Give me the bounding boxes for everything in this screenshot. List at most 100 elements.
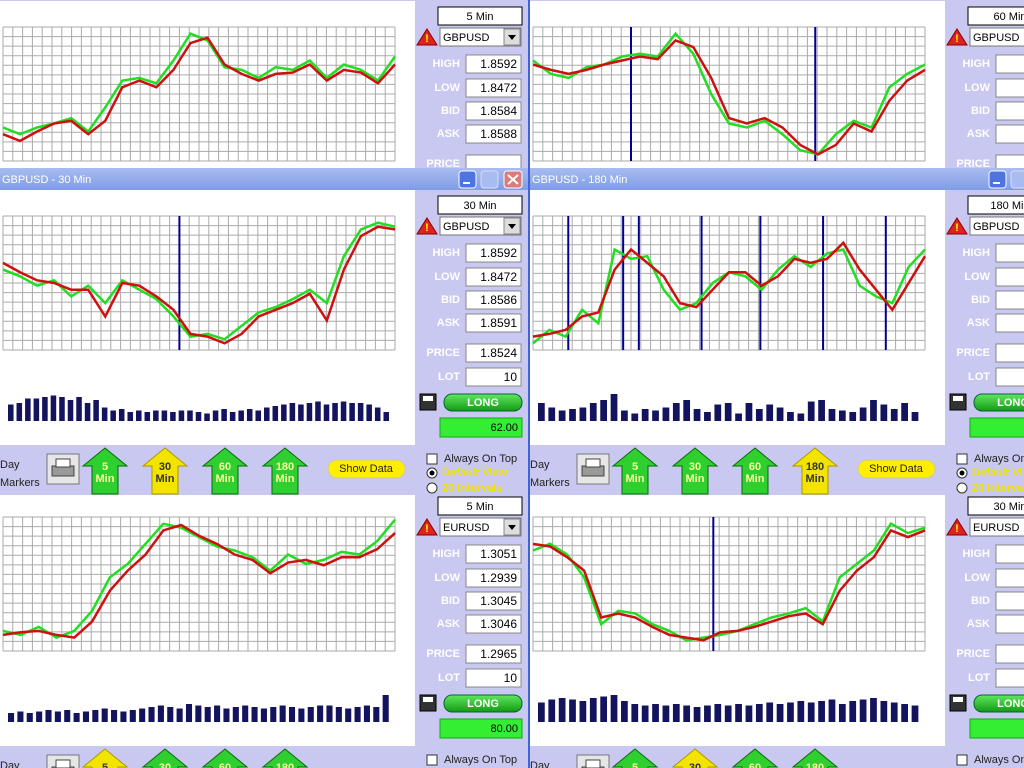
long-button[interactable] (443, 694, 523, 713)
volume-bar (161, 410, 168, 421)
volume-bar (548, 699, 556, 722)
interval-button[interactable] (261, 447, 309, 495)
show-data-button[interactable] (857, 459, 936, 479)
symbol-dropdown[interactable] (439, 27, 522, 47)
warning-glyph: ! (955, 523, 959, 535)
volume-bar (148, 707, 155, 722)
field-box (995, 644, 1024, 664)
volume-bar (33, 398, 40, 421)
volume-bar (818, 701, 825, 722)
minimize-button[interactable] (458, 170, 477, 189)
field-value: 1.3051 (480, 547, 517, 561)
volume-bar (251, 707, 258, 722)
field-value: 1.8584 (480, 104, 517, 118)
price-line (532, 528, 926, 642)
volume-bar (101, 708, 108, 722)
warning-glyph: ! (955, 33, 959, 45)
volume-bar (693, 707, 701, 722)
volume-bar (859, 699, 867, 722)
long-button[interactable] (973, 694, 1024, 713)
volume-bar (289, 403, 296, 421)
long-button[interactable] (973, 393, 1024, 412)
volume-bar (45, 710, 52, 722)
warning-icon (946, 217, 968, 235)
interval-value: 60 (749, 762, 761, 768)
interval-button[interactable] (671, 748, 719, 768)
timeframe-label: 5 Min (467, 11, 494, 23)
volume-bar (745, 705, 753, 722)
interval-button[interactable] (611, 748, 659, 768)
field-label: LOW (434, 271, 460, 283)
always-on-top-checkbox[interactable] (426, 754, 438, 766)
volume-bar (600, 400, 608, 421)
field-value: 1.8592 (480, 246, 517, 260)
volume-bar (589, 698, 597, 722)
interval-button[interactable] (731, 447, 779, 495)
timeframe-label: 180 Min (990, 200, 1024, 212)
field-label: HIGH (433, 58, 461, 70)
volume-bar (118, 409, 125, 421)
symbol-dropdown[interactable] (439, 517, 522, 537)
save-label (953, 697, 963, 702)
volume-bar (82, 711, 90, 722)
minimize-button[interactable] (988, 170, 1007, 189)
volume-bar (264, 407, 270, 421)
volume-bar (558, 410, 566, 421)
warning-glyph: ! (425, 523, 429, 535)
interval-button[interactable] (201, 748, 249, 768)
volume-bar (185, 704, 193, 722)
field-box (995, 54, 1024, 74)
long-button[interactable] (443, 393, 523, 412)
volume-bar (807, 702, 815, 722)
symbol-dropdown[interactable] (969, 27, 1024, 47)
printer-paper (55, 458, 71, 468)
volume-bar (766, 702, 774, 722)
interval-button[interactable] (141, 748, 189, 768)
timeframe-box (437, 496, 523, 516)
field-value: 1.8472 (480, 81, 517, 95)
interval-button[interactable] (141, 447, 189, 495)
interval-button[interactable] (81, 447, 129, 495)
symbol-value: GBPUSD (973, 221, 1020, 233)
interval-button[interactable] (611, 447, 659, 495)
warning-glyph: ! (955, 222, 959, 234)
volume-bar (195, 412, 202, 421)
window: GBPUSD - 30 Min 30 Min! GBPUSD HIGH 1.8592 LO… (0, 168, 528, 495)
symbol-dropdown[interactable] (969, 517, 1024, 537)
field-label: HIGH (963, 247, 991, 259)
always-on-top-checkbox[interactable] (956, 754, 968, 766)
volume-bar (538, 403, 545, 421)
title-bar (0, 168, 528, 190)
timeframe-label: 60 Min (993, 11, 1024, 23)
symbol-dropdown[interactable] (439, 216, 522, 236)
volume-bar (73, 713, 80, 722)
volume-bar (223, 708, 230, 722)
symbol-dropdown[interactable] (969, 216, 1024, 236)
field-label: BID (441, 294, 460, 306)
warning-glyph: ! (425, 33, 429, 45)
volume-bar (538, 702, 545, 722)
interval-button[interactable] (731, 748, 779, 768)
field-box (995, 668, 1024, 688)
field-box (995, 614, 1024, 634)
volume-bar (67, 400, 74, 421)
interval-button[interactable] (201, 447, 249, 495)
show-data-button[interactable] (327, 459, 406, 479)
volume-bar (870, 698, 877, 722)
field-box (995, 124, 1024, 144)
interval-button[interactable] (671, 447, 719, 495)
interval-button[interactable] (791, 748, 839, 768)
always-on-top-checkbox[interactable] (956, 453, 968, 465)
interval-button[interactable] (261, 748, 309, 768)
always-on-top-label: Always On Top (974, 453, 1024, 465)
volume-bar (255, 410, 262, 421)
field-label: PRICE (956, 158, 990, 170)
interval-button[interactable] (81, 748, 129, 768)
always-on-top-checkbox[interactable] (426, 453, 438, 465)
volume-bar (363, 705, 370, 722)
long-label: LONG (997, 397, 1024, 409)
volume-bar (229, 412, 236, 421)
interval-button[interactable] (791, 447, 839, 495)
radio-button[interactable] (956, 482, 968, 494)
radio-button[interactable] (426, 482, 438, 494)
